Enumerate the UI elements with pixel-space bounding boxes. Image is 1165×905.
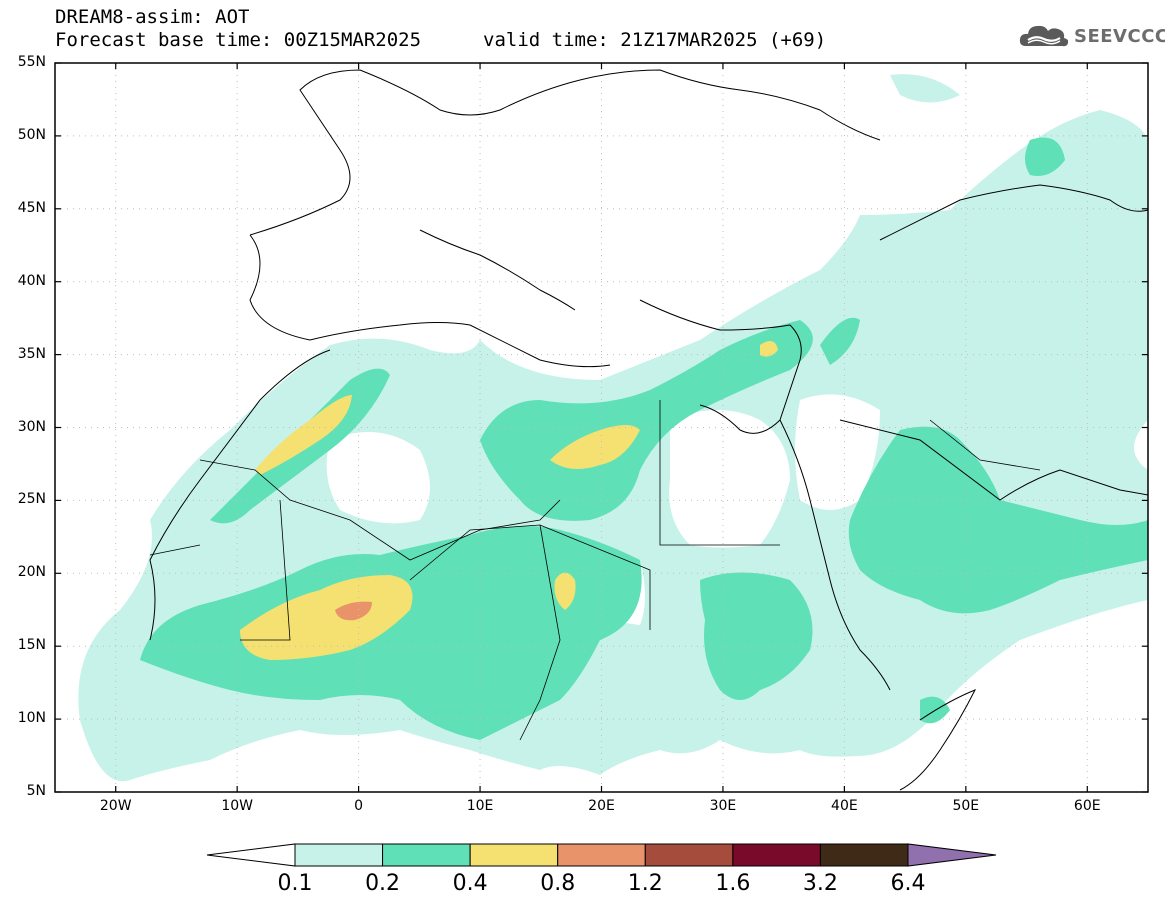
colorbar-level-label: 0.1 — [277, 871, 313, 896]
colorbar-level-label: 0.8 — [540, 871, 576, 896]
lon-label: 50E — [952, 798, 980, 814]
colorbar-segment — [819, 843, 909, 867]
lat-label: 45N — [17, 199, 46, 216]
coastlines — [149, 69, 1149, 791]
country-borders — [149, 400, 1041, 741]
colorbar-level-label: 6.4 — [890, 871, 926, 896]
colorbar-level-label: 3.2 — [802, 871, 838, 896]
aot-field — [78, 74, 1148, 782]
map-grid — [55, 63, 1148, 792]
lon-label: 0 — [354, 798, 364, 814]
forecast-base-time: Forecast base time: 00Z15MAR2025 — [55, 29, 422, 51]
axis-ticks — [55, 62, 1148, 793]
seevccc-logo: SEEVCCC — [1018, 22, 1165, 50]
aot-level-0.4 — [240, 341, 778, 660]
lat-label: 30N — [17, 418, 46, 435]
lat-label: 15N — [17, 637, 46, 654]
colorbar-level-label: 0.2 — [365, 871, 401, 896]
colorbar-segment — [732, 843, 821, 867]
colorbar-min-arrow — [206, 843, 296, 867]
lon-label: 10W — [221, 798, 253, 814]
cloud-icon — [1019, 25, 1069, 47]
lon-label: 10E — [466, 798, 494, 814]
colorbar-level-label: 0.4 — [452, 871, 488, 896]
aot-level-0.8 — [335, 601, 372, 621]
colorbar — [206, 843, 997, 867]
lon-label: 20E — [588, 798, 615, 814]
lon-label: 30E — [709, 798, 737, 814]
lon-label: 60E — [1073, 798, 1101, 814]
map-title: DREAM8-assim: AOT — [55, 6, 250, 28]
logo-text: SEEVCCC — [1074, 25, 1165, 47]
colorbar-max-arrow — [907, 843, 997, 867]
lat-label: 40N — [17, 272, 46, 289]
lat-label: 35N — [17, 345, 46, 362]
colorbar-level-label: 1.6 — [715, 871, 751, 896]
lat-label: 25N — [17, 491, 46, 508]
colorbar-segment — [469, 843, 559, 867]
colorbar-segment — [382, 843, 471, 867]
colorbar-segment — [644, 843, 734, 867]
lat-label: 20N — [17, 564, 46, 581]
lat-label: 10N — [17, 710, 46, 727]
colorbar-segment — [557, 843, 646, 867]
lat-label: 50N — [17, 126, 46, 143]
lon-label: 20W — [99, 798, 132, 814]
valid-time: valid time: 21Z17MAR2025 (+69) — [483, 29, 827, 51]
lat-label: 5N — [26, 783, 46, 799]
colorbar-level-label: 1.2 — [627, 871, 663, 896]
lon-label: 40E — [831, 798, 858, 814]
colorbar-segment — [294, 843, 384, 867]
lat-label: 55N — [17, 54, 46, 70]
